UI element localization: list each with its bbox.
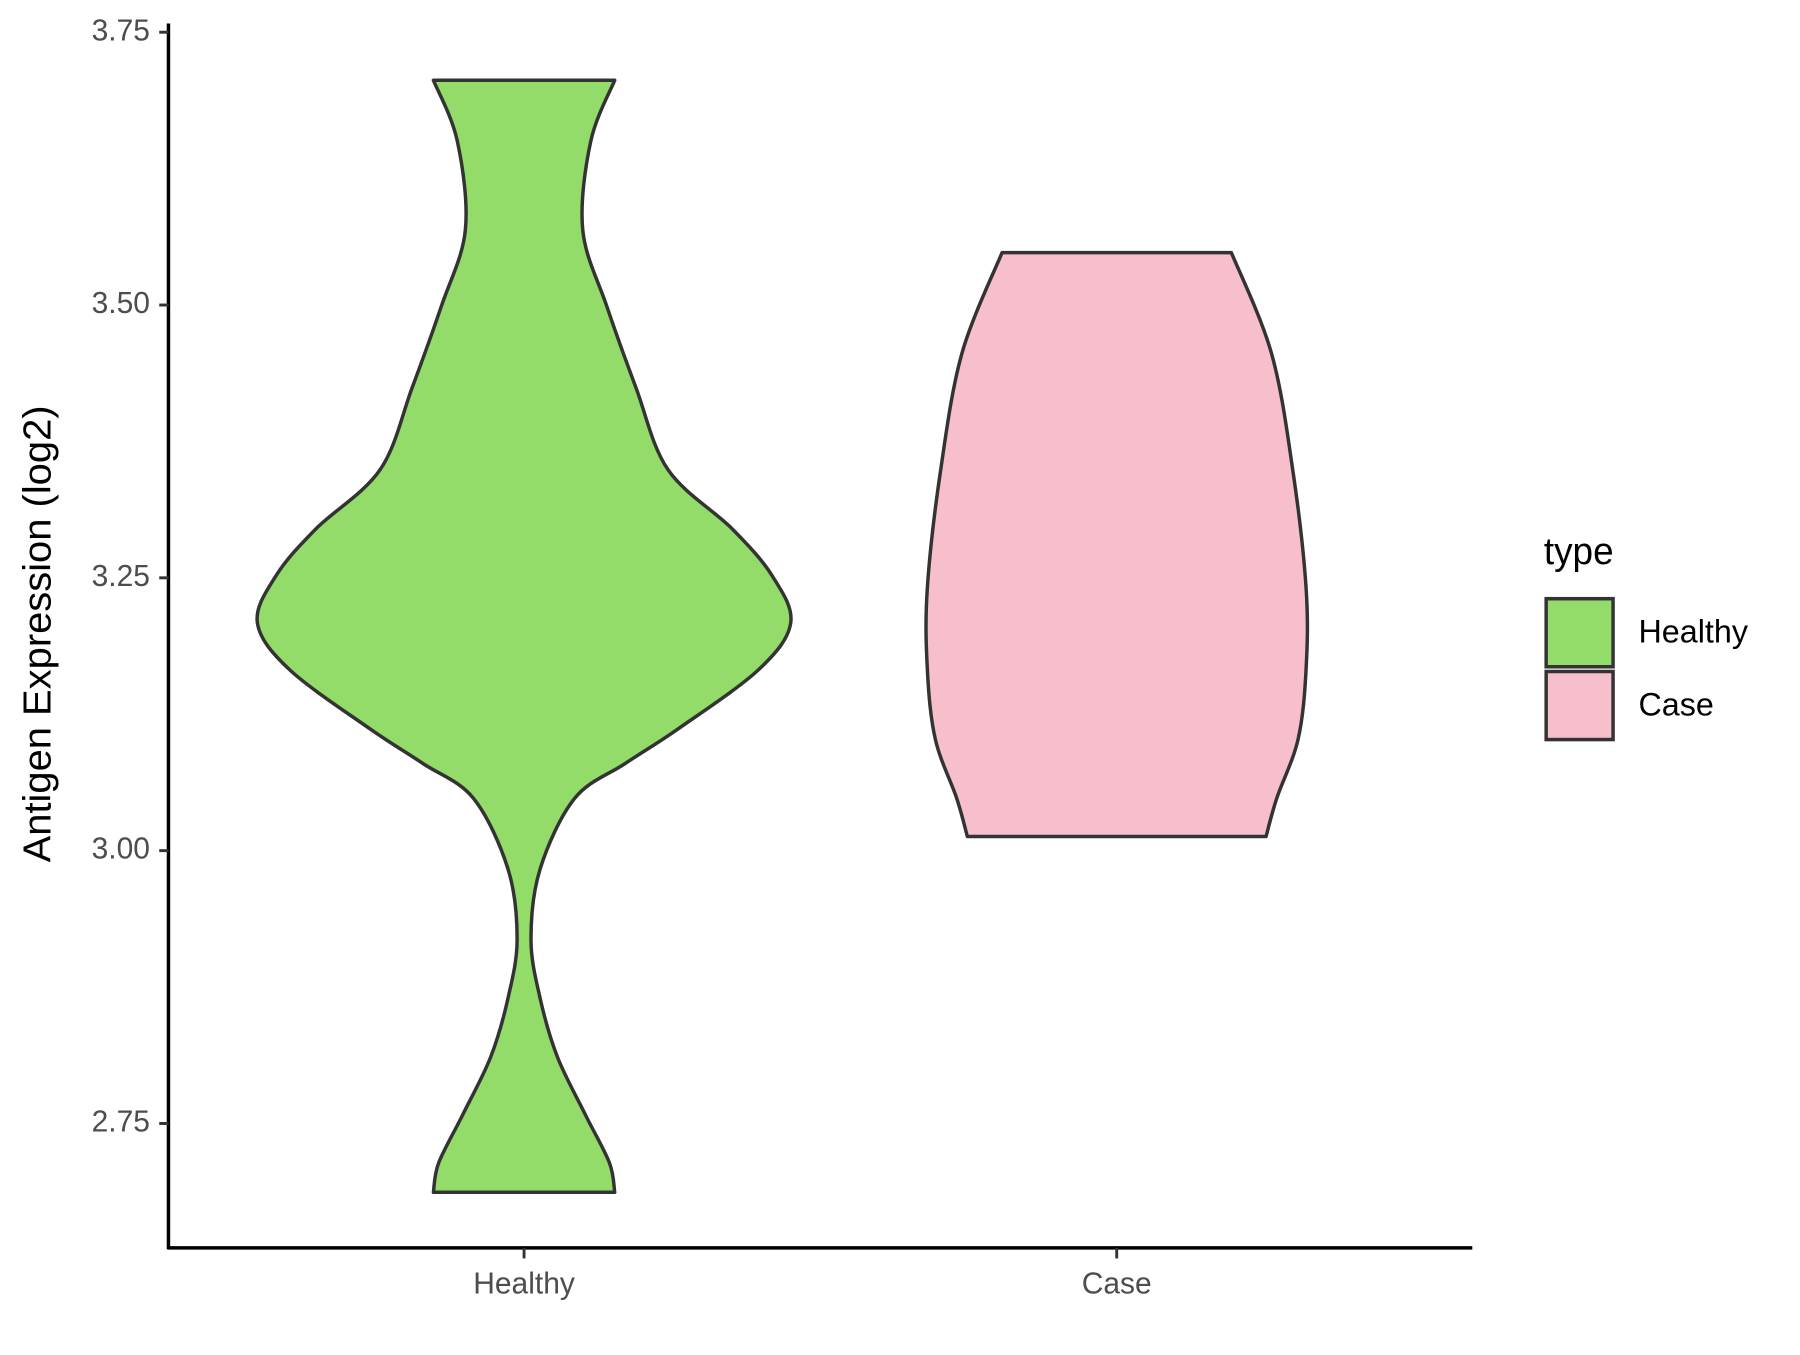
y-tick-label: 3.50: [92, 287, 150, 320]
x-tick-label: Healthy: [473, 1267, 576, 1300]
x-tick-label: Case: [1082, 1267, 1152, 1300]
y-axis-title: Antigen Expression (log2): [16, 405, 60, 862]
y-tick-label: 3.25: [92, 560, 150, 593]
y-tick-label: 2.75: [92, 1105, 150, 1138]
legend-label: Case: [1638, 686, 1713, 722]
y-tick-label: 3.75: [92, 14, 150, 47]
legend-label: Healthy: [1638, 613, 1748, 649]
violin: [255, 78, 793, 1194]
legend-title: type: [1544, 530, 1614, 572]
legend-key: [1544, 596, 1615, 669]
legend-key: [1544, 669, 1615, 742]
y-tick-label: 3.00: [92, 832, 150, 865]
violin: [924, 250, 1310, 839]
